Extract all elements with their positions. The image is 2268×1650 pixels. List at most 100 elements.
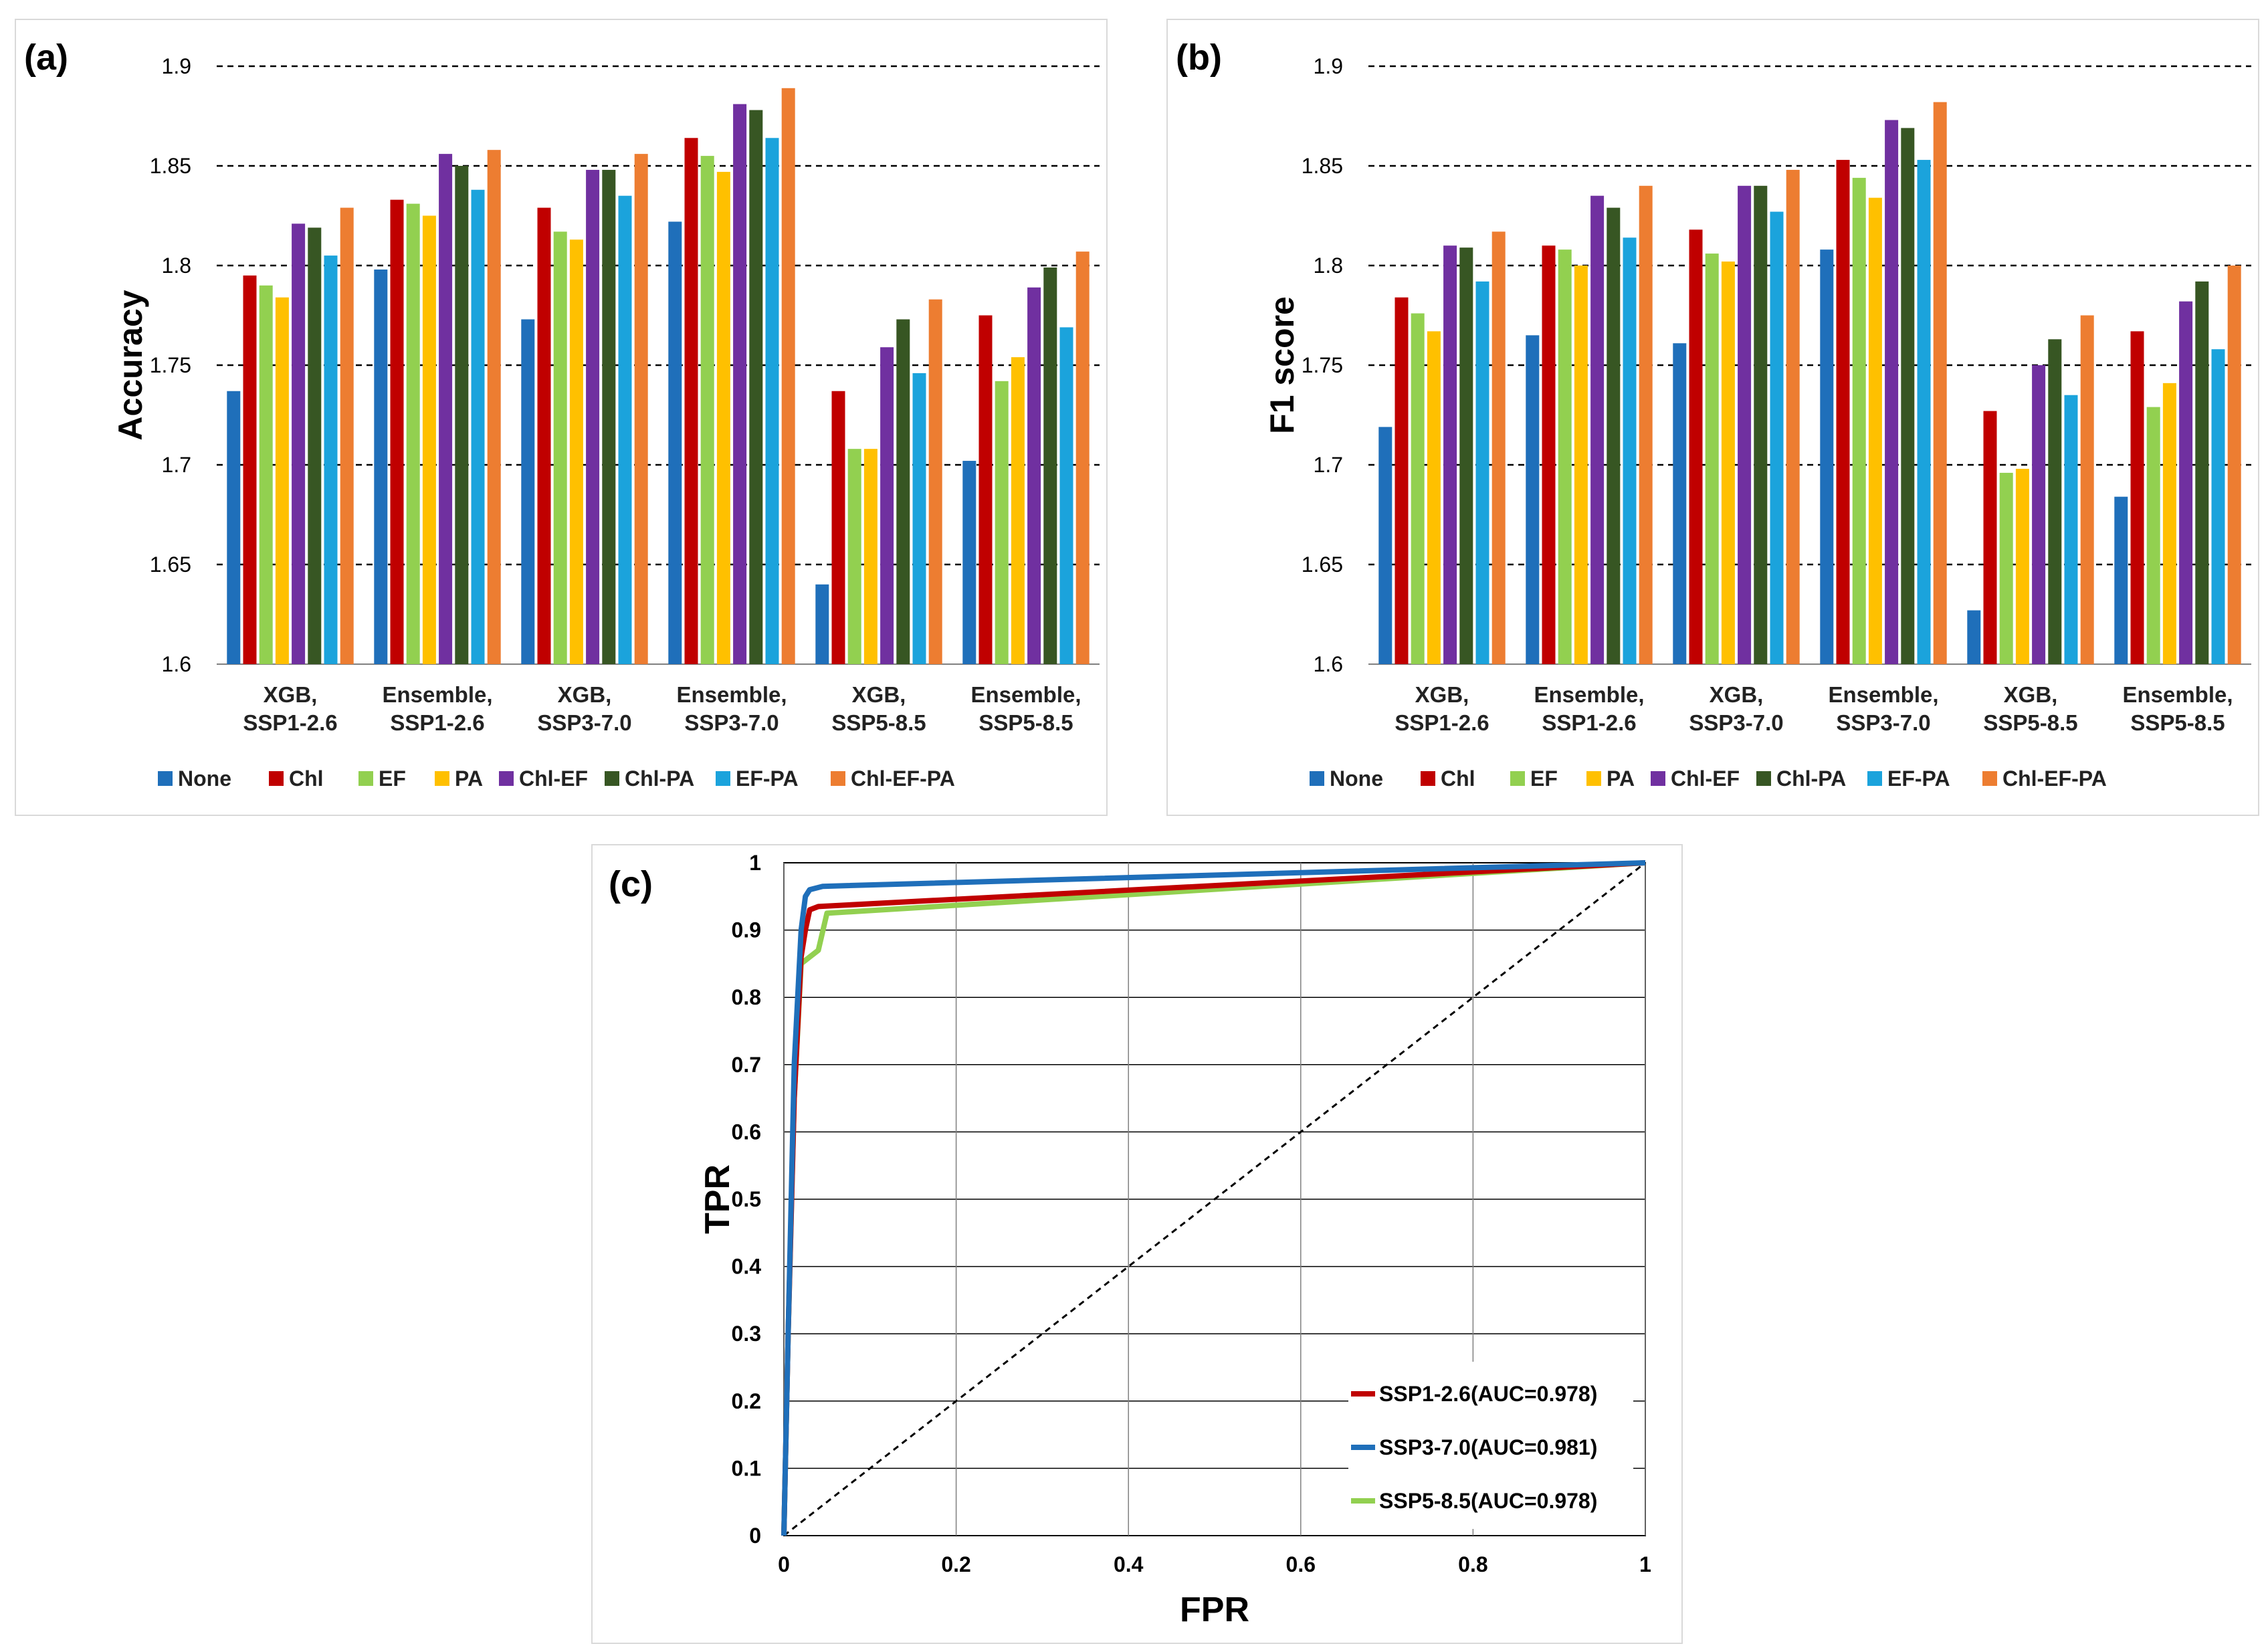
legend-label-chl: Chl — [289, 766, 324, 791]
bar-chl-ef-pa — [2080, 315, 2094, 664]
legend-swatch-chl-ef-pa — [1982, 771, 1997, 786]
y-tick-label: 1.65 — [150, 552, 191, 577]
y-tick-label: 0.9 — [732, 918, 761, 942]
bar-chl-ef — [1885, 120, 1899, 664]
legend-label-chl-ef: Chl-EF — [519, 766, 588, 791]
category-label: Ensemble, — [382, 682, 492, 707]
bar-chl — [1542, 245, 1556, 664]
bar-pa — [275, 297, 289, 664]
bar-chl-ef — [1738, 185, 1752, 664]
y-tick-label: 1.8 — [162, 253, 191, 278]
x-tick-label: 0.8 — [1458, 1552, 1487, 1576]
x-tick-label: 0.4 — [1114, 1552, 1144, 1576]
legend-label-chl-ef-pa: Chl-EF-PA — [2002, 766, 2107, 791]
bar-chl — [684, 138, 698, 664]
y-tick-label: 0.7 — [732, 1053, 761, 1077]
legend-label-none: None — [178, 766, 231, 791]
legend-label-chl-pa: Chl-PA — [1776, 766, 1846, 791]
legend-swatch-chl-ef-pa — [831, 771, 845, 786]
bar-ef-pa — [324, 255, 338, 665]
bar-chl-ef — [733, 104, 747, 664]
panel-c: (c) 0 0.1 0.2 0.3 0.4 0.5 0.6 0.7 0.8 0.9 1 0 0.2 0.4 0… — [591, 844, 1683, 1644]
category-label: SSP1-2.6 — [243, 710, 337, 735]
x-axis-title: FPR — [1180, 1590, 1249, 1629]
legend-swatch-chl — [269, 771, 284, 786]
bar-none — [374, 269, 388, 665]
y-tick-label: 0.2 — [732, 1389, 761, 1413]
y-axis-title: TPR — [698, 1164, 737, 1234]
bar-chl-pa — [749, 110, 763, 664]
y-tick-label: 1.8 — [1314, 253, 1343, 278]
y-tick-label: 0 — [749, 1524, 761, 1548]
bar-chl-ef-pa — [634, 154, 648, 664]
bar-chl-ef-pa — [1786, 169, 1800, 664]
y-axis-title: Accuracy — [112, 290, 149, 440]
y-tick-label: 1.6 — [162, 652, 191, 676]
bar-chl-ef-pa — [1491, 231, 1506, 665]
bar-ef — [1411, 313, 1425, 664]
category-label: Ensemble, — [676, 682, 787, 707]
y-tick-label: 1.75 — [150, 353, 191, 377]
bar-chl-pa — [602, 169, 616, 664]
roc-curve-ssp3-7.0 — [781, 860, 1646, 1536]
legend-swatch-ef — [358, 771, 373, 786]
category-label: SSP1-2.6 — [1542, 710, 1636, 735]
category-label: SSP3-7.0 — [1836, 710, 1930, 735]
f1-score-chart: (b) 1.6 1.65 1.7 1.75 1.8 1.85 1.9 F1 score XGB, S… — [1176, 37, 2251, 791]
bar-pa — [1721, 262, 1735, 664]
x-tick-label: 1 — [1639, 1552, 1651, 1576]
bar-ef — [847, 449, 861, 664]
bar-chl-pa — [1607, 207, 1621, 665]
bar-chl — [831, 391, 845, 664]
bar-ef-pa — [2211, 349, 2225, 664]
bar-pa — [569, 239, 583, 664]
panel-a: (a) 1.6 1.65 1.7 1.75 1.8 1.85 1.9 Accuracy XGB, S… — [15, 19, 1108, 816]
bar-chl-ef — [1027, 287, 1041, 664]
chance-line — [783, 861, 1646, 1537]
bar-chl-pa — [1901, 128, 1915, 664]
bar-chl-ef — [586, 169, 600, 664]
bar-ef-pa — [1623, 237, 1637, 664]
bar-ef-pa — [1770, 211, 1784, 664]
bar-chl-ef — [1590, 195, 1605, 664]
bar-pa — [1427, 331, 1441, 664]
bar-chl-pa — [2195, 281, 2209, 665]
legend-swatch-chl — [1421, 771, 1435, 786]
bar-none — [2114, 496, 2128, 664]
bar-ef — [995, 381, 1009, 664]
legend-label-chl-ef-pa: Chl-EF-PA — [851, 766, 955, 791]
x-tick-label: 0.6 — [1286, 1552, 1316, 1576]
legend-swatch-ef-pa — [716, 771, 730, 786]
legend-label-ef: EF — [1530, 766, 1558, 791]
bar-chl-pa — [1459, 247, 1473, 664]
bar-pa — [863, 449, 878, 664]
bar-pa — [1011, 357, 1025, 664]
category-label: SSP5-8.5 — [2130, 710, 2225, 735]
bar-ef — [259, 285, 273, 664]
category-label: SSP5-8.5 — [831, 710, 926, 735]
bar-ef-pa — [1917, 160, 1931, 664]
category-label: SSP1-2.6 — [1395, 710, 1489, 735]
bar-chl — [2130, 331, 2144, 664]
bar-none — [815, 584, 829, 664]
bar-ef-pa — [912, 373, 926, 664]
bar-pa — [2015, 468, 2029, 664]
legend-swatch-chl-ef — [1651, 771, 1665, 786]
bar-none — [521, 319, 535, 665]
legend-label-none: None — [1330, 766, 1383, 791]
bar-ef — [1999, 472, 2013, 664]
y-tick-label: 1.7 — [1314, 453, 1343, 477]
panel-label: (b) — [1176, 37, 1222, 78]
bar-chl — [1836, 160, 1850, 664]
bar-chl-pa — [455, 166, 469, 664]
bar-chl-ef-pa — [928, 299, 942, 664]
category-label: Ensemble, — [1828, 682, 1938, 707]
bar-chl-pa — [896, 319, 910, 665]
category-label: Ensemble, — [2122, 682, 2233, 707]
bar-chl-ef-pa — [1075, 251, 1090, 664]
y-tick-label: 1.7 — [162, 453, 191, 477]
bar-chl — [390, 199, 404, 664]
legend-swatch-pa — [435, 771, 449, 786]
category-label: Ensemble, — [1534, 682, 1644, 707]
bar-chl — [978, 315, 993, 664]
